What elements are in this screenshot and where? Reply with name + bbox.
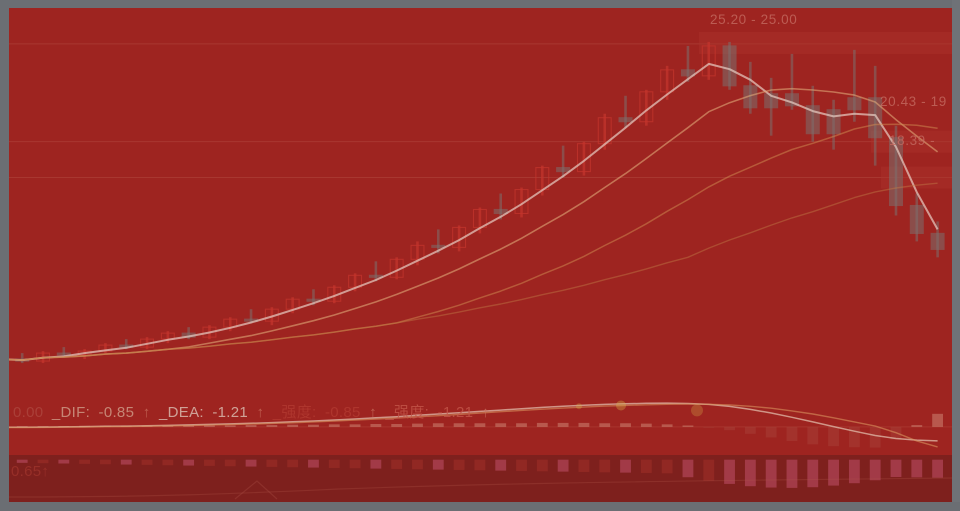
macd-dif-label: _DIF: bbox=[51, 404, 91, 421]
price-label-mid: 20.43 - 19 bbox=[880, 94, 947, 109]
chart-canvas[interactable]: 25.20 - 25.00 20.43 - 19 18.39 - 0.00 _D… bbox=[9, 8, 952, 502]
window-frame-left bbox=[0, 0, 9, 511]
window-frame-right bbox=[952, 0, 960, 511]
macd-cn-value-1: -0.85 bbox=[324, 404, 361, 421]
candlestick-plot bbox=[9, 31, 952, 364]
volume-legend: 0.65↑ bbox=[11, 463, 49, 480]
volume-value: 0.65 bbox=[11, 463, 42, 480]
macd-cn-value-2: -1.21 bbox=[437, 404, 474, 421]
macd-cn-label-1: _强度: bbox=[272, 404, 317, 421]
volume-arrow-icon: ↑ bbox=[41, 463, 50, 480]
macd-cn-arrow-1-icon: ↑ bbox=[369, 404, 377, 421]
macd-legend: 0.00 _DIF: -0.85 ↑ _DEA: -1.21 ↑ _强度: -0… bbox=[13, 401, 494, 422]
macd-dea-arrow-icon: ↑ bbox=[256, 404, 265, 421]
macd-plot bbox=[9, 400, 952, 448]
macd-dif-arrow-icon: ↑ bbox=[142, 404, 151, 421]
macd-dea-label: _DEA: bbox=[158, 404, 204, 421]
price-label-high: 25.20 - 25.00 bbox=[710, 12, 798, 27]
window-frame-top bbox=[0, 0, 960, 8]
window-frame-bottom bbox=[0, 502, 960, 511]
macd-zero-label: 0.00 bbox=[13, 404, 44, 421]
macd-dif-value: -0.85 bbox=[98, 404, 135, 421]
volume-plot bbox=[9, 459, 952, 500]
macd-dea-value: -1.21 bbox=[212, 404, 249, 421]
volume-pane[interactable]: 0.65↑ bbox=[9, 455, 952, 502]
price-pane[interactable]: 25.20 - 25.00 20.43 - 19 18.39 - bbox=[9, 8, 952, 393]
macd-cn-label-2: _强度: bbox=[385, 404, 430, 421]
macd-pane[interactable]: 0.00 _DIF: -0.85 ↑ _DEA: -1.21 ↑ _强度: -0… bbox=[9, 393, 952, 455]
macd-cn-arrow-2-icon: ↑ bbox=[481, 404, 490, 421]
price-label-low: 18.39 - bbox=[889, 133, 936, 148]
